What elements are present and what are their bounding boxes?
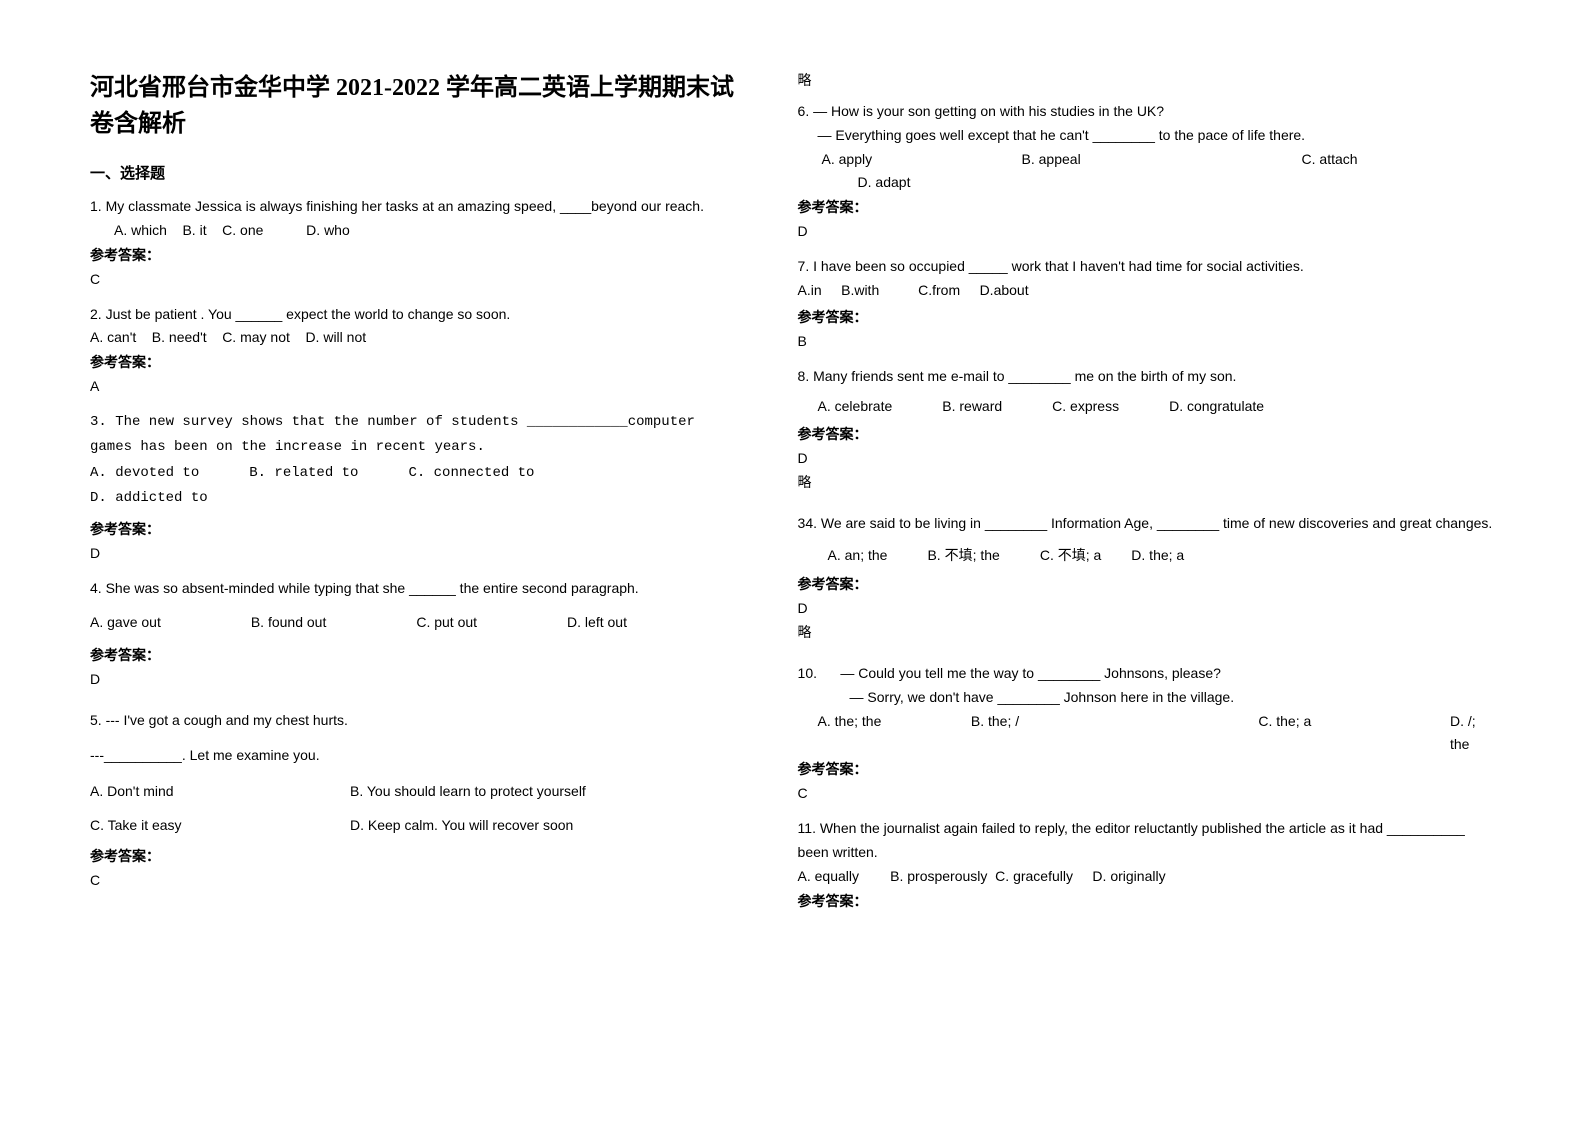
question-5: 5. --- I've got a cough and my chest hur… <box>90 709 738 894</box>
q6-opt-c: C. attach <box>1302 148 1358 172</box>
q7-answer: B <box>798 333 1497 349</box>
q4-stem: 4. She was so absent-minded while typing… <box>90 577 738 601</box>
q3-options: A. devoted to B. related to C. connected… <box>90 461 738 511</box>
q6-answer-label: 参考答案： <box>798 197 1497 217</box>
q5-stem2: ---__________. Let me examine you. <box>90 744 738 768</box>
question-34: 34. We are said to be living in ________… <box>798 512 1497 652</box>
q7-stem: 7. I have been so occupied _____ work th… <box>798 255 1497 279</box>
q10-opt-d: D. /; the <box>1450 710 1497 758</box>
question-8: 8. Many friends sent me e-mail to ______… <box>798 365 1497 503</box>
q3-opt-a: A. devoted to <box>90 461 199 486</box>
q10-answer: C <box>798 785 1497 801</box>
q5-answer: C <box>90 872 738 888</box>
q4-options: A. gave out B. found out C. put out D. l… <box>90 611 738 635</box>
q6-answer: D <box>798 223 1497 239</box>
q5-opt-a: A. Don't mind <box>90 780 350 804</box>
q1-answer: C <box>90 271 738 287</box>
question-11: 11. When the journalist again failed to … <box>798 817 1497 910</box>
q8-stem: 8. Many friends sent me e-mail to ______… <box>798 365 1497 389</box>
q5-answer-label: 参考答案： <box>90 846 738 866</box>
q8-opt-c: C. express <box>1052 395 1119 419</box>
document-title: 河北省邢台市金华中学 2021-2022 学年高二英语上学期期末试卷含解析 <box>90 70 738 142</box>
q5-row1: A. Don't mind B. You should learn to pro… <box>90 780 738 804</box>
question-10: 10. — Could you tell me the way to _____… <box>798 662 1497 807</box>
q5-opt-d: D. Keep calm. You will recover soon <box>350 814 573 838</box>
question-7: 7. I have been so occupied _____ work th… <box>798 255 1497 355</box>
section-1-header: 一、选择题 <box>90 162 738 183</box>
question-4: 4. She was so absent-minded while typing… <box>90 577 738 699</box>
q34-opt-d: D. the; a <box>1131 544 1184 568</box>
q34-opt-c: C. 不填; a <box>1040 544 1101 568</box>
q6-stem2: — Everything goes well except that he ca… <box>798 124 1497 148</box>
q3-opt-c: C. connected to <box>408 461 534 486</box>
q7-options: A.in B.with C.from D.about <box>798 279 1497 303</box>
q1-answer-label: 参考答案： <box>90 245 738 265</box>
q10-stem1: 10. — Could you tell me the way to _____… <box>798 662 1497 686</box>
q11-options: A. equally B. prosperously C. gracefully… <box>798 865 1497 889</box>
q1-options: A. which B. it C. one D. who <box>90 219 738 243</box>
q10-answer-label: 参考答案： <box>798 759 1497 779</box>
question-6: 6. — How is your son getting on with his… <box>798 100 1497 245</box>
question-3: 3. The new survey shows that the number … <box>90 410 738 567</box>
q2-options: A. can't B. need't C. may not D. will no… <box>90 326 738 350</box>
q5-row2: C. Take it easy D. Keep calm. You will r… <box>90 814 738 838</box>
q34-options: A. an; the B. 不填; the C. 不填; a D. the; a <box>798 544 1497 568</box>
q5-stem1: 5. --- I've got a cough and my chest hur… <box>90 709 738 733</box>
q8-options: A. celebrate B. reward C. express D. con… <box>798 395 1497 419</box>
q10-opt-b: B. the; / <box>971 710 1258 758</box>
q6-opts-row1: A. apply B. appeal C. attach <box>798 148 1497 172</box>
q34-answer-label: 参考答案： <box>798 574 1497 594</box>
q3-answer: D <box>90 545 738 561</box>
right-column: 略 6. — How is your son getting on with h… <box>798 70 1497 1082</box>
question-2: 2. Just be patient . You ______ expect t… <box>90 303 738 401</box>
q3-stem: 3. The new survey shows that the number … <box>90 410 738 460</box>
q4-opt-c: C. put out <box>416 611 477 635</box>
left-column: 河北省邢台市金华中学 2021-2022 学年高二英语上学期期末试卷含解析 一、… <box>90 70 738 1082</box>
q3-answer-label: 参考答案： <box>90 519 738 539</box>
q5-opt-b: B. You should learn to protect yourself <box>350 780 586 804</box>
q34-answer: D <box>798 600 1497 616</box>
q10-options: A. the; the B. the; / C. the; a D. /; th… <box>798 710 1497 758</box>
q11-answer-label: 参考答案： <box>798 891 1497 911</box>
q34-stem: 34. We are said to be living in ________… <box>798 512 1497 536</box>
q4-opt-b: B. found out <box>251 611 327 635</box>
q5-opt-c: C. Take it easy <box>90 814 350 838</box>
q34-omit: 略 <box>798 622 1497 642</box>
q8-omit: 略 <box>798 472 1497 492</box>
q4-opt-a: A. gave out <box>90 611 161 635</box>
q10-stem2: — Sorry, we don't have ________ Johnson … <box>798 686 1497 710</box>
q11-stem: 11. When the journalist again failed to … <box>798 817 1497 865</box>
q2-answer-label: 参考答案： <box>90 352 738 372</box>
q7-answer-label: 参考答案： <box>798 307 1497 327</box>
q6-stem1: 6. — How is your son getting on with his… <box>798 100 1497 124</box>
q10-opt-c: C. the; a <box>1258 710 1450 758</box>
q10-opt-a: A. the; the <box>818 710 971 758</box>
q8-answer-label: 参考答案： <box>798 424 1497 444</box>
q8-opt-d: D. congratulate <box>1169 395 1264 419</box>
q34-opt-a: A. an; the <box>828 544 888 568</box>
q2-answer: A <box>90 378 738 394</box>
q3-opt-d: D. addicted to <box>90 486 208 511</box>
q8-opt-a: A. celebrate <box>818 395 893 419</box>
q34-opt-b: B. 不填; the <box>927 544 999 568</box>
q6-opt-d: D. adapt <box>798 171 1497 195</box>
q4-answer-label: 参考答案： <box>90 645 738 665</box>
question-1: 1. My classmate Jessica is always finish… <box>90 195 738 293</box>
q2-stem: 2. Just be patient . You ______ expect t… <box>90 303 738 327</box>
q1-stem: 1. My classmate Jessica is always finish… <box>90 195 738 219</box>
q4-answer: D <box>90 671 738 687</box>
q6-opt-a: A. apply <box>822 148 1022 172</box>
omit-top: 略 <box>798 70 1497 90</box>
q8-answer: D <box>798 450 1497 466</box>
q8-opt-b: B. reward <box>942 395 1002 419</box>
q6-opt-b: B. appeal <box>1022 148 1302 172</box>
q4-opt-d: D. left out <box>567 611 627 635</box>
q3-opt-b: B. related to <box>249 461 358 486</box>
